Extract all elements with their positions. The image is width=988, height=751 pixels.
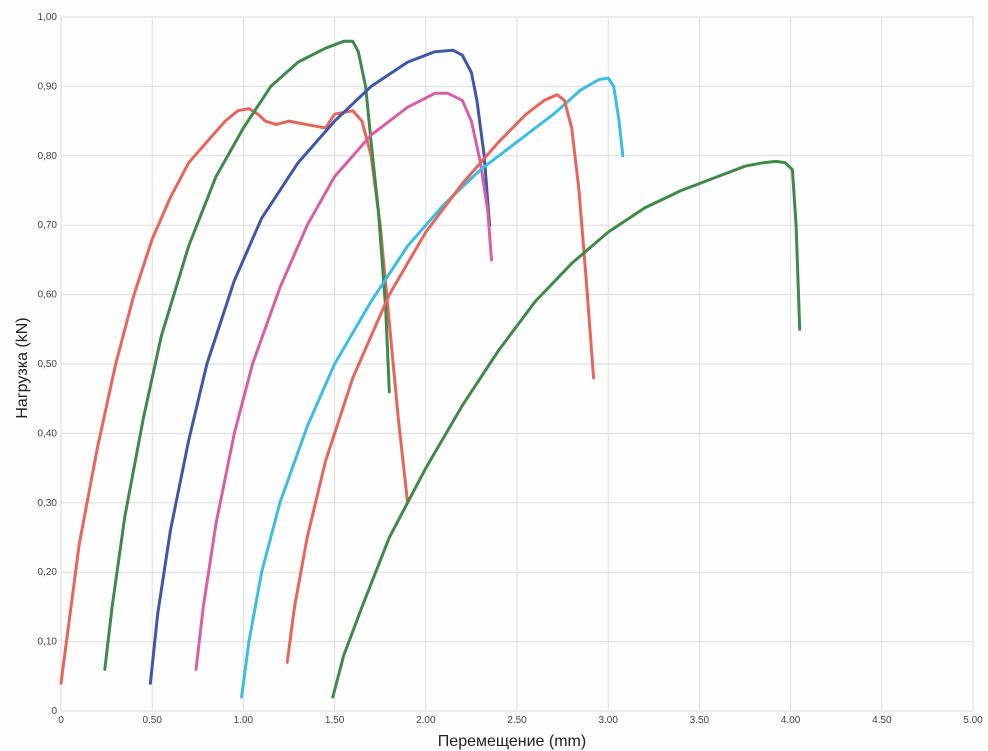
x-tick-label: 1.00 [234,715,254,726]
y-axis-ticks: 0 0,10 0,20 0,30 0,40 0,50 0,60 0,70 0,80 0,90 1,0… [38,12,58,717]
grid [61,16,974,711]
y-tick-label: 0 [51,706,57,717]
y-tick-label: 0,40 [38,428,58,439]
series-line-2 [103,39,391,671]
x-axis-title: Перемещение (mm) [438,733,586,750]
y-tick-label: 0,10 [38,637,58,648]
y-tick-label: 0,90 [38,81,58,92]
series-group [59,39,802,699]
x-tick-label: 0 [58,715,64,726]
y-tick-label: 0,70 [38,220,58,231]
series-line-7 [331,159,802,699]
series-line-1 [59,107,410,685]
x-tick-label: 1.50 [325,715,345,726]
x-axis-ticks: 0 0.50 1.00 1.50 2.00 2.50 3.00 3.50 4.00 4.50 5.0… [58,715,983,726]
x-tick-label: 3.00 [598,715,618,726]
x-tick-label: 0.50 [142,715,162,726]
series-line-6 [285,93,596,664]
series-line-4 [194,91,493,671]
series-line-3 [148,48,492,685]
y-tick-label: 0,80 [38,151,58,162]
x-tick-label: 2.50 [507,715,527,726]
y-tick-label: 0,20 [38,567,58,578]
x-tick-label: 5.00 [963,715,983,726]
x-tick-label: 2.00 [416,715,436,726]
y-axis-title: Нагрузка (kN) [14,317,31,418]
y-tick-label: 0,60 [38,290,58,301]
x-tick-label: 4.50 [872,715,892,726]
series-line-5 [240,76,625,699]
x-tick-label: 4.00 [781,715,801,726]
y-tick-label: 1,00 [38,12,58,23]
x-tick-label: 3.50 [690,715,710,726]
y-tick-label: 0,30 [38,498,58,509]
y-tick-label: 0,50 [38,359,58,370]
